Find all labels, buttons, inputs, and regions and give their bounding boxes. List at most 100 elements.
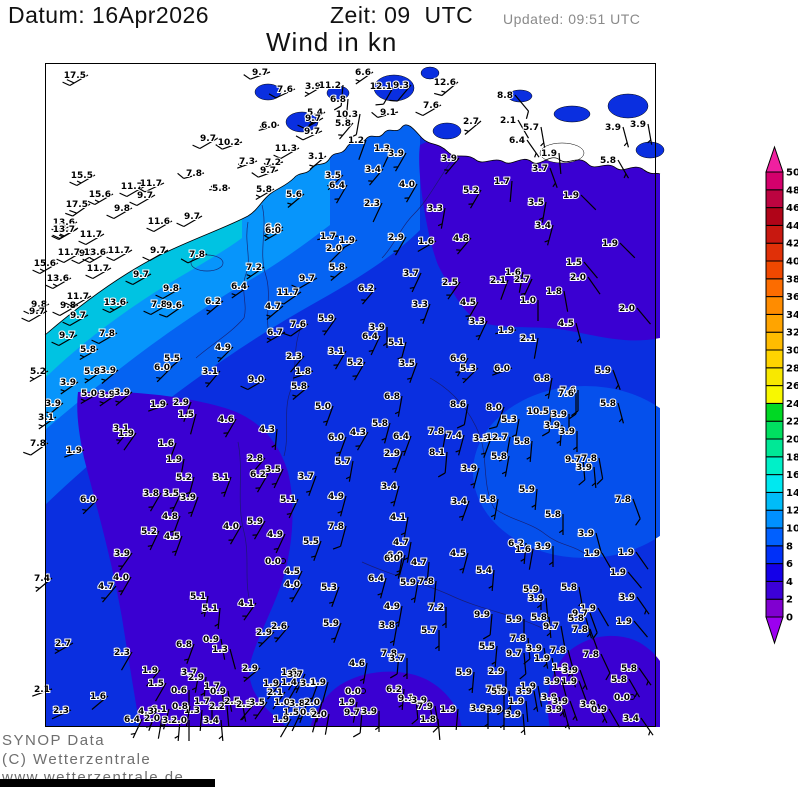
station-barb: 9.7 — [176, 211, 203, 228]
station-barb: 3.7 — [180, 667, 200, 693]
station-wind-value: 2.3 — [236, 700, 252, 710]
station-barb: 0.9 — [202, 634, 226, 660]
station-wind-value: 2.1 — [267, 688, 283, 698]
station-wind-value: 9.7 — [70, 311, 86, 321]
station-barb: 1.9 — [560, 676, 587, 701]
station-barb: 5.5 — [478, 641, 498, 667]
color-scale-legend: 0246810121416182022242628303234363840424… — [765, 145, 798, 645]
station-wind-value: 6.0 — [384, 554, 400, 564]
station-barb: 9.7 — [51, 330, 78, 347]
station-wind-value: 1.9 — [610, 568, 626, 578]
station-wind-value: 3.9 — [526, 644, 542, 654]
station-wind-value: 3.8 — [143, 489, 159, 499]
station-barb: 11.7 — [65, 291, 92, 308]
station-barb: 2.0 — [569, 272, 601, 295]
station-barb: 4.5 — [449, 548, 469, 574]
legend-band — [765, 598, 784, 618]
station-barb: 3.7 — [402, 268, 422, 293]
legend-tick-label: 6 — [786, 559, 793, 570]
station-wind-value: 13.6 — [53, 218, 75, 228]
station-barb: 3.9 — [504, 709, 526, 735]
station-barb: 3.9 — [575, 462, 597, 488]
station-barb: 3.8 — [288, 698, 308, 723]
station-wind-value: 2.3 — [364, 199, 380, 209]
station-wind-value: 11.2 — [319, 81, 341, 91]
legend-tick-label: 20 — [786, 435, 798, 446]
station-wind-value: 2.1 — [34, 685, 50, 695]
station-wind-value: 4.0 — [399, 180, 415, 190]
station-wind-value: 5.8 — [600, 399, 616, 409]
station-wind-value: 1.0 — [520, 296, 536, 306]
station-wind-value: 3.9 — [580, 700, 596, 710]
station-barb: 3.1 — [37, 412, 57, 430]
station-barb: 5.6 — [285, 189, 305, 208]
station-wind-value: 2.9 — [242, 664, 258, 674]
station-wind-value: 3.5 — [528, 198, 544, 208]
station-wind-value: 3.9 — [441, 154, 457, 164]
footer-source: SYNOP Data — [2, 732, 106, 749]
station-wind-value: 3.9 — [45, 399, 61, 409]
station-wind-value: 7.5 — [486, 685, 502, 695]
station-barb: 1.9 — [165, 454, 185, 480]
station-barb: 3.9 — [579, 699, 608, 724]
station-wind-value: 4.1 — [238, 599, 254, 609]
station-wind-value: 17.5 — [64, 71, 86, 81]
station-barb: 6.0 — [492, 363, 513, 376]
station-barb: 9.7 — [125, 269, 152, 286]
station-barb: 2.0 — [143, 713, 163, 739]
station-barb: 6.0 — [263, 222, 284, 237]
station-wind-value: 4.9 — [215, 343, 231, 353]
station-barb: 11.2 — [318, 80, 344, 111]
station-barb: 2.3 — [113, 647, 133, 671]
station-wind-value: 1.5 — [283, 708, 299, 718]
station-wind-value: 5.2 — [176, 473, 192, 483]
station-wind-value: 7.8 — [189, 250, 205, 260]
legend-tick-label: 44 — [786, 221, 798, 232]
station-barb: 4.5 — [557, 318, 583, 344]
legend-band — [765, 456, 784, 476]
station-barb: 1.6 — [514, 544, 534, 570]
station-barb: 5.9 — [518, 484, 538, 510]
station-wind-value: 11.7 — [58, 248, 80, 258]
station-wind-value: 2.9 — [388, 233, 404, 243]
station-wind-value: 2.0 — [311, 710, 327, 720]
station-wind-value: 0.9 — [591, 705, 607, 715]
station-wind-value: 11.7 — [80, 230, 102, 240]
station-barb: 9.7 — [542, 621, 566, 653]
station-barb: 8.0 — [485, 402, 505, 430]
station-wind-value: 5.2 — [463, 186, 479, 196]
station-barb: 2.3 — [235, 699, 255, 721]
station-wind-value: 2.9 — [188, 673, 204, 683]
station-barb: 9.3 — [389, 80, 412, 102]
station-barb: 12.1 — [369, 81, 395, 106]
station-barb: 7.8 — [91, 328, 118, 345]
station-wind-value: 2.9 — [256, 628, 272, 638]
station-wind-value: 2.1 — [500, 116, 516, 126]
station-barb: 10.5 — [526, 406, 552, 437]
station-barb: 6.4 — [123, 714, 143, 739]
station-wind-value: 0.0 — [265, 557, 281, 567]
station-barb: 5.7 — [334, 456, 354, 482]
station-wind-value: 5.9 — [523, 585, 539, 595]
station-wind-value: 3.9 — [605, 123, 621, 133]
station-barb: 3.9 — [515, 686, 539, 712]
station-wind-value: 3.9 — [369, 323, 385, 333]
station-barb: 3.5 — [527, 197, 547, 223]
station-wind-value: 3.5 — [265, 465, 281, 475]
station-barb: 2.7 — [54, 638, 74, 655]
station-wind-value: 9.7 — [133, 270, 149, 280]
station-wind-value: 1.9 — [616, 617, 632, 627]
station-wind-value: 3.9 — [516, 687, 532, 697]
station-wind-value: 3.7 — [532, 164, 548, 174]
station-wind-value: 6.0 — [494, 364, 510, 374]
station-wind-value: 7.8 — [572, 625, 588, 635]
station-wind-value: 9.7 — [305, 114, 321, 124]
station-wind-value: 1.9 — [541, 149, 557, 159]
station-barb: 5.4 — [475, 565, 495, 591]
station-wind-value: 5.8 — [568, 614, 584, 624]
station-wind-value: 3.9 — [486, 705, 502, 715]
station-wind-value: 6.0 — [80, 495, 96, 505]
station-barb: 3.8 — [378, 620, 398, 646]
station-wind-value: 11.6 — [148, 217, 170, 227]
station-wind-value: 9.0 — [248, 375, 264, 385]
